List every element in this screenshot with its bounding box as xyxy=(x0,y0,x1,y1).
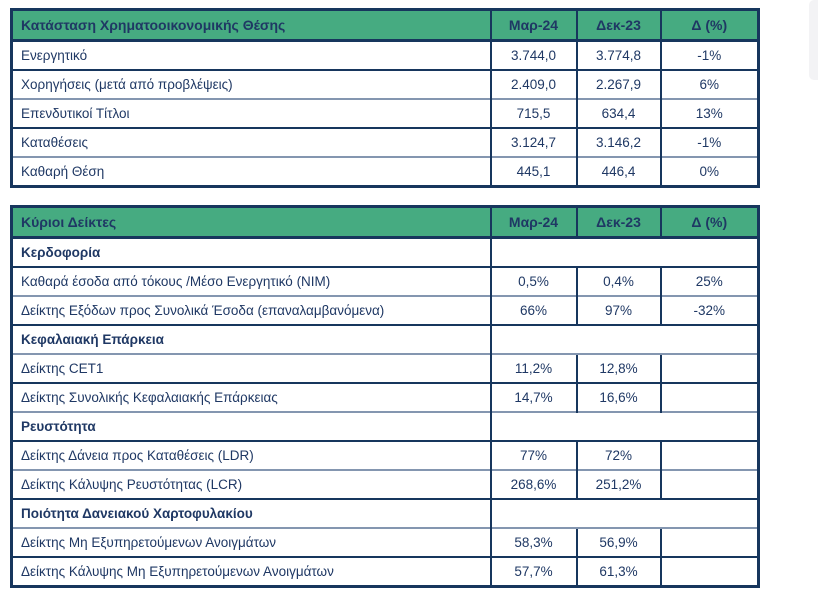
section-empty-cell xyxy=(489,324,759,354)
table-row: Καθαρή Θέση 445,1 446,4 0% xyxy=(11,156,759,187)
row-label: Καθαρά έσοδα από τόκους /Μέσο Ενεργητικό… xyxy=(11,266,491,296)
value-dec23: 251,2% xyxy=(575,469,661,499)
value-delta xyxy=(659,353,759,383)
section-row: Ρευστότητα xyxy=(11,411,759,441)
table-row: Δείκτης Μη Εξυπηρετούμενων Ανοιγμάτων 58,… xyxy=(11,527,759,557)
table-row: Δείκτης Κάλυψης Ρευστότητας (LCR) 268,6% 2… xyxy=(11,469,759,499)
section-label: Ρευστότητα xyxy=(11,411,491,441)
value-dec23: 634,4 xyxy=(575,98,661,128)
section-row: Ποιότητα Δανειακού Χαρτοφυλακίου xyxy=(11,498,759,528)
section-label: Κεφαλαιακή Επάρκεια xyxy=(11,324,491,354)
value-mar24: 0,5% xyxy=(489,266,577,296)
section-row: Κεφαλαιακή Επάρκεια xyxy=(11,324,759,354)
row-label: Δείκτης Κάλυψης Ρευστότητας (LCR) xyxy=(11,469,491,499)
key-ratios-title: Κύριοι Δείκτες xyxy=(11,206,491,239)
section-label: Ποιότητα Δανειακού Χαρτοφυλακίου xyxy=(11,498,491,528)
value-mar24: 715,5 xyxy=(489,98,577,128)
row-label: Δείκτης Μη Εξυπηρετούμενων Ανοιγμάτων xyxy=(11,527,491,557)
column-header-delta: Δ (%) xyxy=(659,206,759,239)
value-dec23: 3.146,2 xyxy=(575,127,661,157)
value-delta: -1% xyxy=(659,40,759,70)
value-mar24: 3.744,0 xyxy=(489,40,577,70)
key-ratios-header-row: Κύριοι Δείκτες Μαρ-24 Δεκ-23 Δ (%) xyxy=(11,206,759,239)
value-delta: 13% xyxy=(659,98,759,128)
column-header-delta: Δ (%) xyxy=(659,9,759,42)
row-label: Δείκτης Δάνεια προς Καταθέσεις (LDR) xyxy=(11,440,491,470)
table-row: Καταθέσεις 3.124,7 3.146,2 -1% xyxy=(11,127,759,157)
column-header-mar24: Μαρ-24 xyxy=(489,9,577,42)
row-label: Δείκτης Συνολικής Κεφαλαιακής Επάρκειας xyxy=(11,382,491,412)
value-mar24: 14,7% xyxy=(489,382,577,412)
row-label: Δείκτης Εξόδων προς Συνολικά Έσοδα (επαν… xyxy=(11,295,491,325)
value-delta xyxy=(659,440,759,470)
financial-position-body: Ενεργητικό 3.744,0 3.774,8 -1% Χορηγήσεις (μ… xyxy=(11,40,759,187)
value-dec23: 97% xyxy=(575,295,661,325)
table-row: Δείκτης Κάλυψης Μη Εξυπηρετούμενων Ανοιγ… xyxy=(11,556,759,587)
value-dec23: 56,9% xyxy=(575,527,661,557)
value-dec23: 61,3% xyxy=(575,556,661,587)
value-delta: 6% xyxy=(659,69,759,99)
section-empty-cell xyxy=(489,411,759,441)
tables-container: Κατάσταση Χρηματοοικονομικής Θέσης Μαρ-2… xyxy=(10,8,760,588)
row-label: Ενεργητικό xyxy=(21,48,88,63)
value-delta xyxy=(659,469,759,499)
value-delta: 25% xyxy=(659,266,759,296)
value-mar24: 2.409,0 xyxy=(489,69,577,99)
section-empty-cell xyxy=(489,498,759,528)
value-dec23: 446,4 xyxy=(575,156,661,187)
section-empty-cell xyxy=(489,237,759,267)
row-label: Δείκτης Κάλυψης Μη Εξυπηρετούμενων Ανοιγ… xyxy=(11,556,491,587)
column-header-mar24: Μαρ-24 xyxy=(489,206,577,239)
row-label: Χορηγήσεις (μετά από προβλέψεις) xyxy=(11,69,491,99)
value-delta: -1% xyxy=(659,127,759,157)
value-dec23: 0,4% xyxy=(575,266,661,296)
value-dec23: 16,6% xyxy=(575,382,661,412)
value-delta xyxy=(659,556,759,587)
value-delta xyxy=(659,382,759,412)
value-mar24: 57,7% xyxy=(489,556,577,587)
value-dec23: 2.267,9 xyxy=(575,69,661,99)
value-mar24: 3.124,7 xyxy=(489,127,577,157)
table-row: Δείκτης Συνολικής Κεφαλαιακής Επάρκειας 1… xyxy=(11,382,759,412)
row-label: Καταθέσεις xyxy=(11,127,491,157)
column-header-dec23: Δεκ-23 xyxy=(575,9,661,42)
value-delta: 0% xyxy=(659,156,759,187)
value-mar24: 445,1 xyxy=(489,156,577,187)
table-row: Δείκτης CET1 11,2% 12,8% xyxy=(11,353,759,383)
column-header-dec23: Δεκ-23 xyxy=(575,206,661,239)
key-ratios-table: Κύριοι Δείκτες Μαρ-24 Δεκ-23 Δ (%) Κερδο… xyxy=(10,205,760,588)
value-mar24: 77% xyxy=(489,440,577,470)
value-delta xyxy=(659,527,759,557)
row-label: Δείκτης CET1 xyxy=(11,353,491,383)
table-row: Δείκτης Εξόδων προς Συνολικά Έσοδα (επαν… xyxy=(11,295,759,325)
value-dec23: 12,8% xyxy=(575,353,661,383)
table-row: Ενεργητικό 3.744,0 3.774,8 -1% xyxy=(12,40,759,70)
section-label: Κερδοφορία xyxy=(21,245,101,260)
section-row: Κερδοφορία xyxy=(12,237,759,267)
scrollbar-thumb[interactable] xyxy=(809,0,818,80)
financial-position-title: Κατάσταση Χρηματοοικονομικής Θέσης xyxy=(11,9,491,42)
value-dec23: 3.774,8 xyxy=(575,40,661,70)
value-mar24: 268,6% xyxy=(489,469,577,499)
financial-position-header-row: Κατάσταση Χρηματοοικονομικής Θέσης Μαρ-2… xyxy=(11,9,759,42)
table-row: Δείκτης Δάνεια προς Καταθέσεις (LDR) 77% 7… xyxy=(11,440,759,470)
financial-position-table: Κατάσταση Χρηματοοικονομικής Θέσης Μαρ-2… xyxy=(10,8,760,188)
value-delta: -32% xyxy=(659,295,759,325)
row-label: Επενδυτικοί Τίτλοι xyxy=(11,98,491,128)
table-row: Καθαρά έσοδα από τόκους /Μέσο Ενεργητικό… xyxy=(11,266,759,296)
value-dec23: 72% xyxy=(575,440,661,470)
table-row: Επενδυτικοί Τίτλοι 715,5 634,4 13% xyxy=(11,98,759,128)
row-label: Καθαρή Θέση xyxy=(11,156,491,187)
value-mar24: 11,2% xyxy=(489,353,577,383)
key-ratios-body: Κερδοφορία Καθαρά έσοδα από τόκους /Μέσο … xyxy=(11,237,759,587)
value-mar24: 58,3% xyxy=(489,527,577,557)
table-row: Χορηγήσεις (μετά από προβλέψεις) 2.409,0 2… xyxy=(11,69,759,99)
value-mar24: 66% xyxy=(489,295,577,325)
